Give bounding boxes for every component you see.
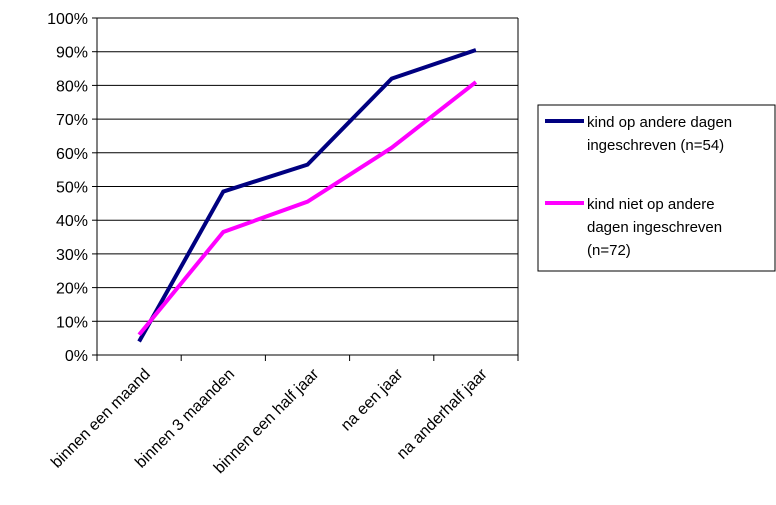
y-tick-label: 30% xyxy=(56,247,88,264)
y-tick-label: 10% xyxy=(56,314,88,331)
series-lines xyxy=(137,48,478,343)
axes xyxy=(92,17,519,361)
series-line-2 xyxy=(137,80,478,337)
y-axis-tick-labels: 0% 10% 20% 30% 40% 50% 60% 70% 80% 90% 100% xyxy=(47,11,88,365)
y-tick-label: 50% xyxy=(56,180,88,197)
y-tick-label: 100% xyxy=(47,11,88,28)
legend-box xyxy=(537,104,776,272)
y-tick-label: 60% xyxy=(56,146,88,163)
y-tick-label: 90% xyxy=(56,45,88,62)
y-tick-label: 40% xyxy=(56,213,88,230)
x-tick-label: na anderhalf jaar xyxy=(394,365,491,462)
y-tick-label: 70% xyxy=(56,112,88,129)
legend: kind op andere dagen ingeschreven (n=54) k… xyxy=(537,104,776,272)
y-tick-label: 20% xyxy=(56,281,88,298)
legend-label-2: (n=72) xyxy=(587,242,631,259)
series-line-1 xyxy=(137,48,477,343)
legend-label-1: ingeschreven (n=54) xyxy=(587,137,724,154)
legend-label-1: kind op andere dagen xyxy=(587,114,732,131)
gridlines xyxy=(97,17,518,322)
y-tick-label: 0% xyxy=(65,348,88,365)
legend-label-2: kind niet op andere xyxy=(587,196,715,213)
legend-label-2: dagen ingeschreven xyxy=(587,219,722,236)
y-tick-label: 80% xyxy=(56,78,88,95)
x-tick-label: na een jaar xyxy=(338,365,407,434)
